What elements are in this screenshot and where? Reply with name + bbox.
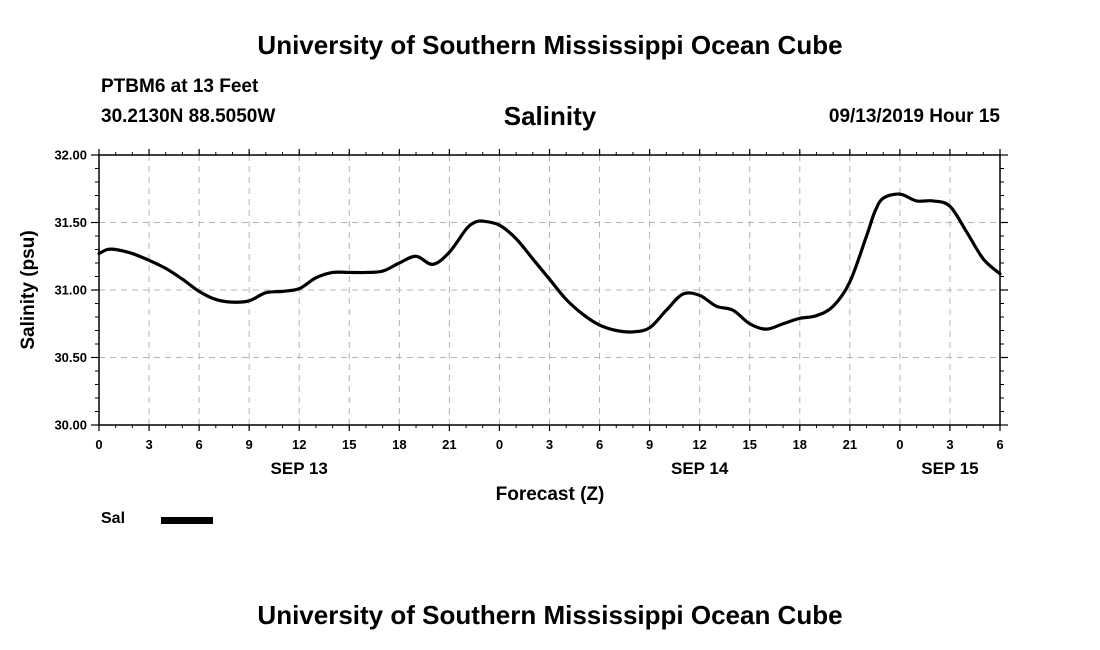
x-tick-label: 6 xyxy=(596,437,603,452)
day-labels: SEP 13 SEP 14 SEP 15 xyxy=(271,459,979,478)
x-tick-label: 0 xyxy=(496,437,503,452)
y-tick-label: 30.50 xyxy=(54,350,87,365)
chart-title: Salinity xyxy=(503,101,597,131)
bottom-title: University of Southern Mississippi Ocean… xyxy=(257,600,843,630)
y-tick-label: 31.50 xyxy=(54,215,87,230)
station-label: PTBM6 at 13 Feet xyxy=(101,76,259,97)
series-line-sal xyxy=(97,192,1002,334)
x-tick-label: 15 xyxy=(342,437,356,452)
plot-frame xyxy=(98,154,1001,426)
y-axis-label: Salinity (psu) xyxy=(18,230,39,349)
x-tick-label: 12 xyxy=(692,437,706,452)
legend-swatch-sal xyxy=(161,517,213,524)
x-tick-label: 3 xyxy=(546,437,553,452)
x-axis-label: Forecast (Z) xyxy=(496,484,605,505)
y-tick-label: 32.00 xyxy=(54,148,87,163)
coordinates-label: 30.2130N 88.5050W xyxy=(101,106,276,127)
x-tick-label: 3 xyxy=(145,437,152,452)
x-tick-label: 9 xyxy=(646,437,653,452)
timestamp-label: 09/13/2019 Hour 15 xyxy=(828,106,1000,127)
day-label: SEP 15 xyxy=(921,459,978,478)
x-tick-label: 21 xyxy=(843,437,857,452)
day-label: SEP 13 xyxy=(271,459,328,478)
x-tick-label: 6 xyxy=(195,437,202,452)
x-tick-label: 3 xyxy=(946,437,953,452)
x-tick-label: 9 xyxy=(246,437,253,452)
x-tick-label: 6 xyxy=(996,437,1003,452)
y-tick-label: 30.00 xyxy=(54,418,87,433)
x-tick-label: 21 xyxy=(442,437,456,452)
grid-lines xyxy=(99,155,1000,425)
y-tick-labels: 30.00 30.50 31.00 31.50 32.00 xyxy=(54,148,87,433)
x-tick-label: 18 xyxy=(793,437,807,452)
x-tick-label: 18 xyxy=(392,437,406,452)
x-tick-labels: 0 3 6 9 12 15 18 21 0 3 6 9 12 15 18 21 0 3 6 xyxy=(95,437,1003,452)
top-title: University of Southern Mississippi Ocean… xyxy=(257,30,843,60)
x-tick-label: 12 xyxy=(292,437,306,452)
x-tick-label: 15 xyxy=(742,437,756,452)
day-label: SEP 14 xyxy=(671,459,729,478)
y-tick-label: 31.00 xyxy=(54,283,87,298)
legend-label-sal: Sal xyxy=(101,510,126,527)
x-tick-label: 0 xyxy=(896,437,903,452)
x-tick-label: 0 xyxy=(95,437,102,452)
